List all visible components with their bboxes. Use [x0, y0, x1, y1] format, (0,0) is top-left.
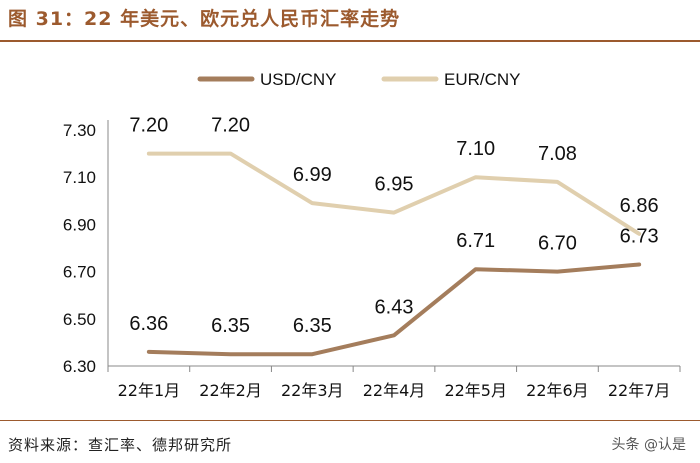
legend-label: EUR/CNY [444, 70, 521, 89]
x-tick-label: 22年1月 [118, 381, 181, 400]
chart-title: 图 31：22 年美元、欧元兑人民币汇率走势 [8, 8, 401, 30]
data-label: 6.99 [293, 164, 332, 186]
x-tick-label: 22年5月 [444, 381, 507, 400]
data-label: 6.73 [620, 226, 659, 248]
x-tick-label: 22年4月 [363, 381, 426, 400]
data-label: 6.43 [375, 296, 414, 318]
data-label: 6.86 [620, 195, 659, 217]
source-note: 资料来源：查汇率、德邦研究所 [8, 436, 233, 454]
y-tick-label: 7.30 [63, 121, 96, 140]
data-label: 6.95 [375, 174, 414, 196]
data-label: 7.20 [211, 115, 250, 137]
data-label: 6.36 [129, 313, 168, 335]
watermark: 头条 @认是 [611, 437, 686, 453]
series-lines [146, 151, 642, 357]
x-tick-label: 22年7月 [608, 381, 671, 400]
x-tick-label: 22年2月 [199, 381, 262, 400]
data-label: 6.35 [293, 315, 332, 337]
data-label: 7.10 [456, 138, 495, 160]
data-label: 6.35 [211, 315, 250, 337]
title-divider [0, 40, 700, 42]
axes: 6.30 6.50 6.70 6.90 7.10 7.30 22年1月 22年2月 22年3月 2… [63, 120, 681, 400]
legend: USD/CNY EUR/CNY [197, 70, 521, 89]
data-labels: 6.36 6.35 6.35 6.43 6.71 6.70 6.73 7.20 7.20 6.99… [129, 115, 658, 338]
footer-divider [0, 420, 700, 421]
data-label: 6.70 [538, 233, 577, 255]
y-tick-label: 6.50 [63, 310, 96, 329]
data-label: 7.20 [129, 115, 168, 137]
y-tick-label: 6.90 [63, 215, 96, 234]
y-tick-label: 6.70 [63, 263, 96, 282]
x-tick-label: 22年6月 [526, 381, 589, 400]
data-label: 7.08 [538, 143, 577, 165]
data-label: 6.71 [456, 230, 495, 252]
legend-label: USD/CNY [260, 70, 337, 89]
x-tick-label: 22年3月 [281, 381, 344, 400]
y-tick-label: 6.30 [63, 357, 96, 376]
y-tick-label: 7.10 [63, 168, 96, 187]
